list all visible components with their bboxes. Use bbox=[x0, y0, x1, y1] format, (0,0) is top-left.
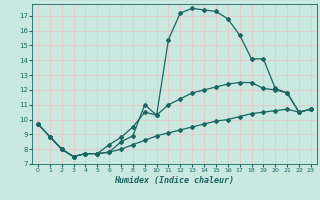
X-axis label: Humidex (Indice chaleur): Humidex (Indice chaleur) bbox=[115, 176, 234, 185]
